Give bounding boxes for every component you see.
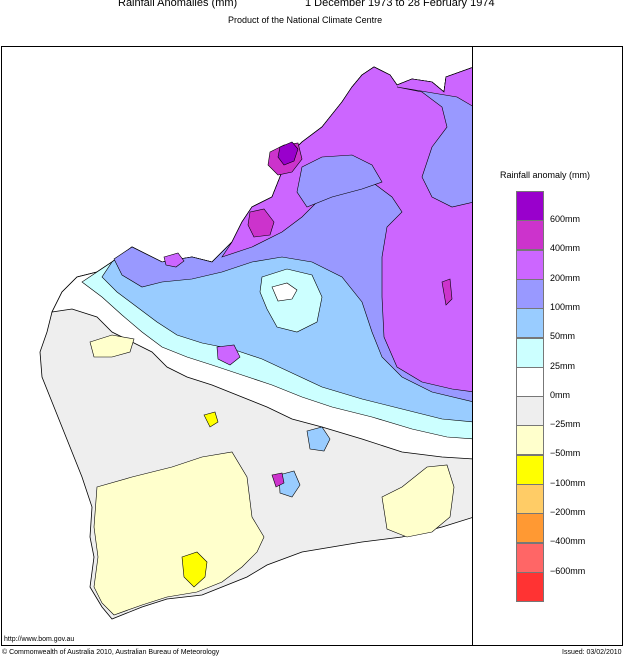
- zone-200mm: [221, 66, 472, 393]
- map-period: 1 December 1973 to 28 February 1974: [305, 0, 495, 9]
- legend-swatch: [516, 278, 544, 309]
- patch-0mm-1: [271, 282, 298, 302]
- legend-label: 400mm: [550, 243, 581, 254]
- legend-label: 200mm: [550, 272, 581, 283]
- legend-swatch: [516, 571, 544, 602]
- legend-label: 600mm: [550, 214, 581, 224]
- zone-neg50mm-east: [381, 464, 455, 538]
- legend-swatch: [516, 249, 544, 280]
- map-frame: [1, 46, 623, 646]
- patch-200mm-2: [216, 344, 241, 366]
- footer-copyright: © Commonwealth of Australia 2010, Austra…: [2, 649, 220, 656]
- zone-neg100mm: [181, 551, 208, 588]
- legend-swatch: [516, 191, 544, 221]
- zone-400mm: [247, 208, 275, 238]
- legend-label: 25mm: [550, 360, 576, 371]
- zone-neg50mm: [93, 451, 265, 616]
- legend-label: −25mm: [550, 419, 581, 430]
- patch-200mm-1: [163, 252, 185, 268]
- legend-swatch: [516, 396, 544, 427]
- map-title: Rainfall Anomalies (mm): [118, 0, 238, 9]
- legend-swatch: [516, 513, 544, 544]
- legend-swatch: [516, 366, 544, 397]
- legend-label: −100mm: [550, 477, 586, 488]
- map-title-row: Rainfall Anomalies (mm) 1 December 1973 …: [0, 0, 626, 12]
- legend-label: 50mm: [550, 331, 576, 342]
- footer-issued: Issued: 03/02/2010: [562, 649, 622, 656]
- zone-100mm-north: [296, 154, 383, 208]
- legend-label: −50mm: [550, 448, 581, 459]
- legend-label: −400mm: [550, 536, 586, 547]
- zone-neg100mm-2: [203, 411, 219, 428]
- legend-swatch: [516, 542, 544, 573]
- patch-400mm-3: [441, 278, 453, 306]
- zone-100mm-east: [396, 86, 472, 208]
- legend-label: 100mm: [550, 301, 581, 312]
- legend-swatch: [516, 308, 544, 339]
- legend-divider: [472, 46, 473, 646]
- legend-swatch: [516, 337, 544, 368]
- legend-label: −600mm: [550, 565, 586, 576]
- patch-25mm-1: [259, 268, 323, 333]
- patch-50mm-2: [278, 470, 301, 498]
- legend-swatch: [516, 454, 544, 485]
- legend-swatch: [516, 484, 544, 514]
- map-subtitle: Product of the National Climate Centre: [228, 15, 383, 25]
- patch-50mm-1: [306, 426, 331, 452]
- zone-neg50mm-west: [89, 334, 135, 358]
- rainfall-anomaly-map: [39, 66, 472, 620]
- footer-url[interactable]: http://www.bom.gov.au: [4, 636, 75, 643]
- legend-swatch: [516, 425, 544, 456]
- patch-400mm-2: [271, 472, 285, 488]
- legend-title: Rainfall anomaly (mm): [500, 170, 591, 180]
- legend-label: −200mm: [550, 507, 586, 517]
- legend-label: 0mm: [550, 389, 570, 400]
- zone-600mm: [277, 141, 299, 166]
- legend-swatch: [516, 220, 544, 251]
